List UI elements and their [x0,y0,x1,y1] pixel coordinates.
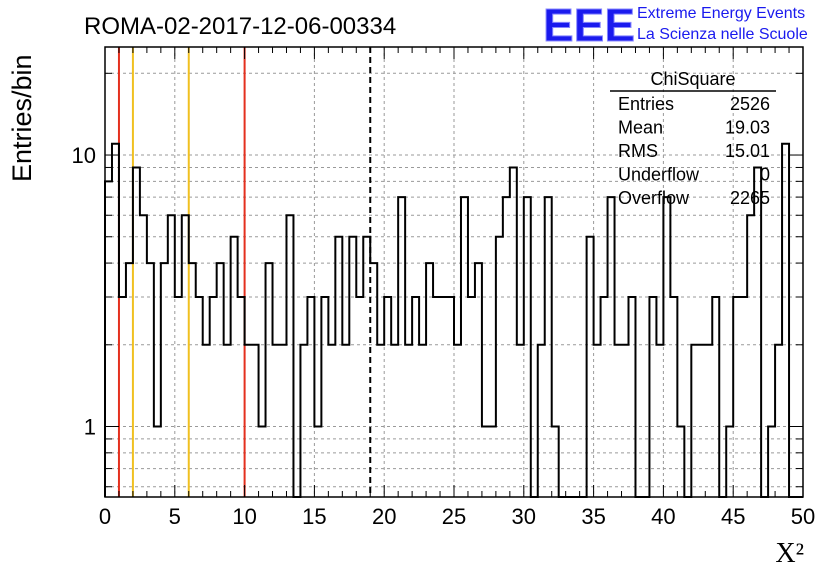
stats-value: 19.03 [725,118,770,138]
histogram-bars [104,142,803,498]
y-tick-label: 1 [84,415,96,440]
x-tick-label: 5 [169,504,181,529]
axis-ticks: 0 5 10 15 20 25 30 35 40 45 50 1 10 [72,47,815,529]
stats-value: 2265 [730,188,770,208]
marker-lines [117,47,372,497]
eee-logo-line1: Extreme Energy Events [637,5,805,22]
stats-label: Mean [618,118,663,138]
stats-box: ChiSquare Entries 2526 Mean 19.03 RMS 15.01 Und… [610,69,776,208]
stats-value: 15.01 [725,141,770,161]
stats-label: Entries [618,94,674,114]
x-tick-label: 20 [372,504,396,529]
grid-layer [105,47,803,497]
stats-box-title: ChiSquare [650,69,735,89]
x-tick-label: 25 [442,504,466,529]
x-tick-label: 15 [302,504,326,529]
x-axis-label: X² [775,538,804,569]
y-axis-label: Entries/bin [7,54,37,182]
eee-logo-line2: La Scienza nelle Scuole [637,26,808,43]
eee-logo-mark: EEE [543,0,635,51]
stats-label: Underflow [618,165,700,185]
eee-logo: EEE Extreme Energy Events La Scienza nel… [543,0,808,52]
stats-value: 0 [760,165,770,185]
x-tick-label: 30 [512,504,536,529]
histogram-outline [104,142,803,498]
x-tick-label: 40 [651,504,675,529]
x-tick-label: 45 [721,504,745,529]
stats-label: Overflow [618,188,690,208]
chart-title: ROMA-02-2017-12-06-00334 [84,13,396,40]
stats-value: 2526 [730,94,770,114]
x-tick-label: 10 [232,504,256,529]
stats-label: RMS [618,141,658,161]
x-tick-label: 50 [791,504,815,529]
y-tick-label: 10 [72,143,96,168]
x-tick-label: 35 [581,504,605,529]
x-tick-label: 0 [99,504,111,529]
